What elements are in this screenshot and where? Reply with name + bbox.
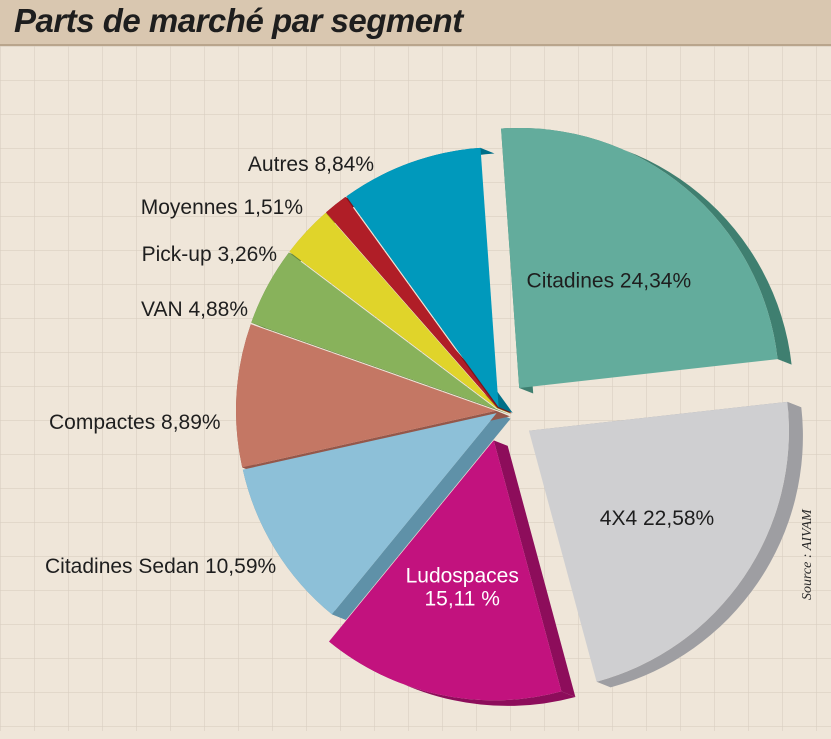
pie-slices bbox=[236, 127, 803, 706]
source-note: Source : AIVAM bbox=[800, 509, 815, 600]
label-pick-up: Pick-up 3,26% bbox=[142, 243, 277, 266]
pie-labels: Citadines 24,34% 4X4 22,58% Ludospaces 15,1… bbox=[45, 153, 714, 610]
slice-4x4 bbox=[528, 401, 789, 682]
slice-van bbox=[251, 252, 497, 410]
label-citadines: Citadines 24,34% bbox=[527, 269, 692, 292]
pie-chart: Citadines 24,34% 4X4 22,58% Ludospaces 15,1… bbox=[0, 46, 831, 731]
title-bar: Parts de marché par segment bbox=[0, 0, 831, 46]
slice-citadines-sedan bbox=[242, 413, 497, 615]
slice-ludospaces bbox=[328, 440, 562, 701]
label-ludospaces: Ludospaces 15,11 % bbox=[406, 564, 519, 610]
label-citadines-sedan: Citadines Sedan 10,59% bbox=[45, 555, 276, 578]
slice-moyennes bbox=[326, 197, 498, 408]
slice-side-4x4 bbox=[596, 401, 803, 688]
slice-edge-citadines-sedan bbox=[331, 413, 511, 620]
slice-edge-van bbox=[251, 322, 511, 415]
chart-title: Parts de marché par segment bbox=[14, 2, 463, 39]
slice-autres bbox=[346, 147, 499, 408]
label-4x4: 4X4 22,58% bbox=[600, 507, 714, 530]
label-compactes: Compactes 8,89% bbox=[49, 411, 221, 434]
slice-citadines bbox=[501, 127, 778, 388]
slice-compactes bbox=[236, 324, 497, 468]
slice-side-ludospaces bbox=[328, 641, 576, 706]
label-van: VAN 4,88% bbox=[141, 298, 248, 321]
label-line-ludospaces-0: Ludospaces bbox=[406, 564, 519, 587]
label-line-ludospaces-1: 15,11 % bbox=[424, 587, 500, 610]
slice-pick-up bbox=[289, 212, 498, 409]
label-autres: Autres 8,84% bbox=[248, 153, 374, 176]
slice-edge-ludospaces bbox=[493, 440, 576, 697]
label-moyennes: Moyennes 1,51% bbox=[141, 196, 303, 219]
